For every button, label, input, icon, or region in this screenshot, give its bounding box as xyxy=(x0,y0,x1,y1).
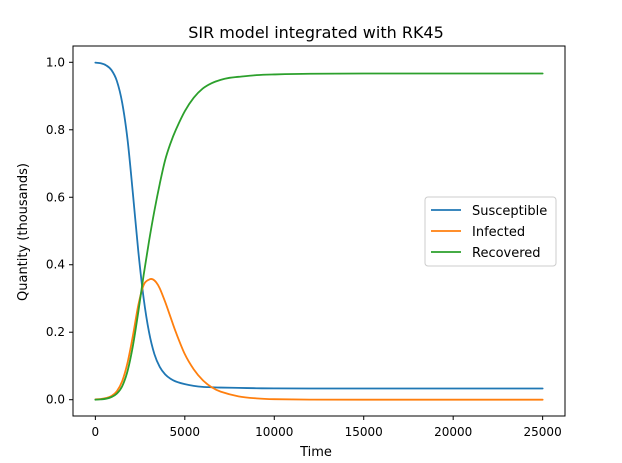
axes-frame xyxy=(72,45,566,417)
legend-label-susceptible: Susceptible xyxy=(472,204,547,219)
series-layer xyxy=(94,61,544,401)
y-tick-label: 1.0 xyxy=(46,55,65,69)
y-tick-label: 0.2 xyxy=(46,325,65,339)
plot-area xyxy=(72,45,566,417)
x-tick-label: 5000 xyxy=(170,425,201,439)
x-tick-label: 15000 xyxy=(345,425,383,439)
legend-label-recovered: Recovered xyxy=(472,246,541,261)
legend: Susceptible Infected Recovered xyxy=(424,196,557,267)
x-tick-label: 20000 xyxy=(434,425,472,439)
y-axis-ticks: 0.0 0.2 0.4 0.6 0.8 1.0 xyxy=(46,55,73,407)
y-tick-label: 0.8 xyxy=(46,123,65,137)
x-axis-ticks: 0 5000 10000 15000 20000 25000 xyxy=(92,416,562,439)
legend-items: Susceptible Infected Recovered xyxy=(431,204,547,261)
series-line-infected xyxy=(94,277,544,401)
x-tick-label: 10000 xyxy=(255,425,293,439)
series-line-susceptible xyxy=(94,61,544,390)
y-tick-label: 0.4 xyxy=(46,258,65,272)
y-tick-label: 0.0 xyxy=(46,393,65,407)
chart-title: SIR model integrated with RK45 xyxy=(188,23,444,42)
x-tick-label: 25000 xyxy=(524,425,562,439)
y-axis-label: Quantity (thousands) xyxy=(16,163,31,301)
y-tick-label: 0.6 xyxy=(46,190,65,204)
series-line-recovered xyxy=(94,72,544,401)
legend-label-infected: Infected xyxy=(472,225,525,240)
legend-box xyxy=(424,196,557,267)
x-axis-label: Time xyxy=(299,445,332,460)
x-tick-label: 0 xyxy=(92,425,100,439)
